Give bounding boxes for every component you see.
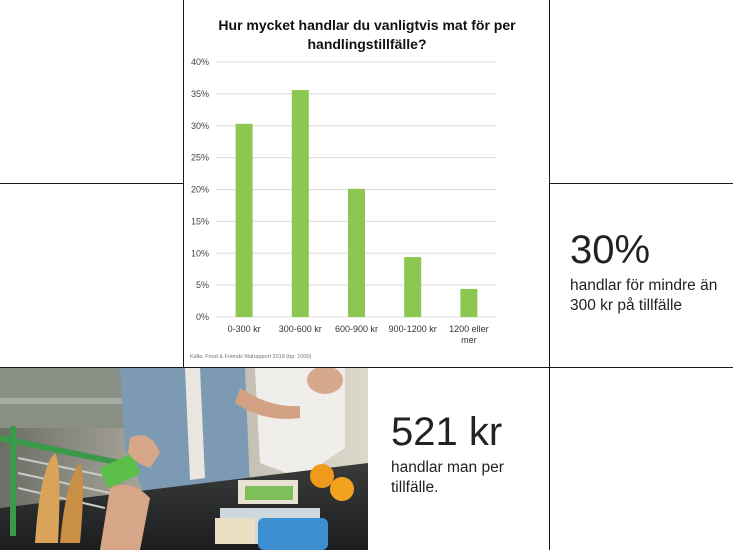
checkout-photo-icon	[0, 368, 368, 550]
divider-h-right	[549, 183, 733, 184]
stat-amount-caption: handlar man per tillfälle.	[391, 459, 504, 496]
bar-chart: 0% 5% 10% 15% 20% 25% 30% 35% 40% 0-300 kr 300-600…	[191, 57, 497, 345]
y-tick-label: 10%	[191, 248, 209, 258]
divider-v1	[183, 0, 184, 368]
stat-percentage: 30%	[570, 228, 651, 272]
y-tick-label: 25%	[191, 153, 209, 163]
y-tick-label: 30%	[191, 121, 209, 131]
divider-v2	[549, 0, 550, 550]
y-tick-label: 5%	[196, 280, 209, 290]
bar	[235, 123, 253, 318]
bar	[404, 257, 422, 317]
y-tick-label: 35%	[191, 89, 209, 99]
x-tick-label: 300-600 kr	[279, 324, 322, 334]
x-tick-label: 0-300 kr	[228, 324, 261, 334]
y-tick-label: 15%	[191, 216, 209, 226]
bar	[291, 90, 309, 317]
divider-h-left	[0, 183, 184, 184]
divider-h-mid	[0, 367, 733, 368]
bar	[460, 288, 478, 317]
stat-percentage-caption: handlar för mindre än 300 kr på tillfäll…	[570, 277, 718, 314]
bar	[348, 188, 365, 317]
y-tick-label: 20%	[191, 185, 209, 195]
stat-amount: 521 kr	[391, 410, 503, 454]
x-tick-label: 900-1200 kr	[389, 324, 437, 334]
x-tick-label: 600-900 kr	[335, 324, 378, 334]
x-tick-label: 1200 eller mer	[449, 324, 489, 345]
checkout-photo	[0, 368, 368, 550]
y-tick-label: 40%	[191, 57, 209, 67]
chart-title: Hur mycket handlar du vanligtvis mat för…	[218, 17, 516, 52]
y-tick-label: 0%	[196, 312, 209, 322]
chart-source: Källa: Food & Friends Matrapport 2018 (b…	[190, 354, 312, 360]
